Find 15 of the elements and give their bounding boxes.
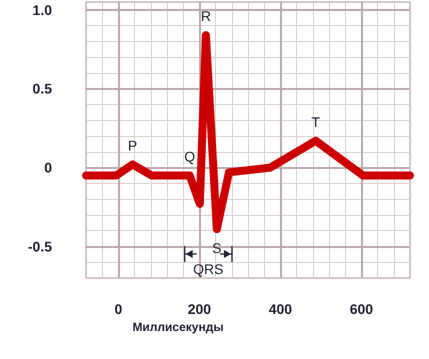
annotation: QRS — [193, 261, 224, 277]
annotation: Q — [184, 148, 196, 164]
annotation: S — [212, 240, 222, 256]
x-tick-label: 0 — [114, 301, 122, 317]
y-tick-label: -0.5 — [28, 238, 52, 254]
x-axis-title: Миллисекунды — [132, 320, 224, 334]
annotation: P — [128, 137, 138, 154]
y-tick-label: 0 — [44, 160, 52, 176]
y-tick-label: 0.5 — [32, 80, 52, 97]
y-tick-label: 1.0 — [32, 2, 52, 18]
x-tick-label: 600 — [350, 301, 374, 317]
annotation: T — [311, 114, 320, 130]
x-tick-label: 200 — [188, 301, 212, 317]
annotation: R — [200, 8, 211, 24]
x-tick-label: 400 — [268, 301, 292, 317]
